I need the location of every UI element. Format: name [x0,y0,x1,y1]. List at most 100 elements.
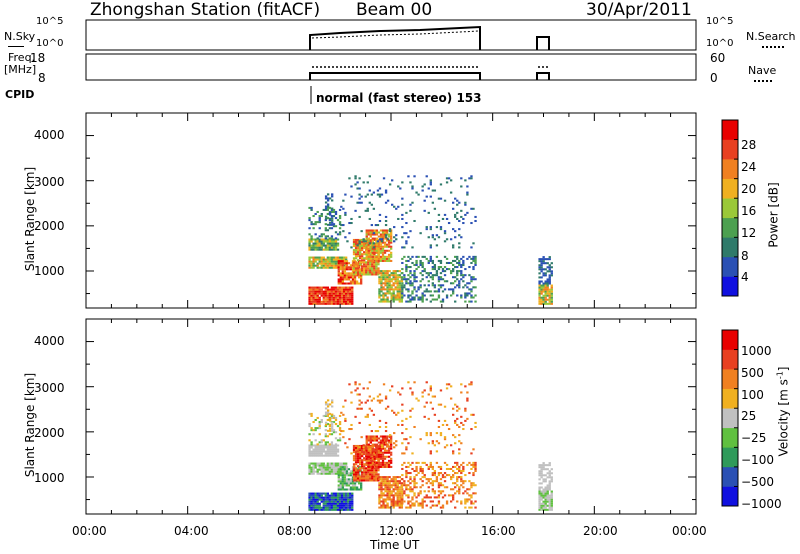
velocity-cell [338,423,342,426]
power-cell [439,228,443,231]
power-cell [377,263,380,266]
power-cell [347,300,350,303]
velocity-cell [336,498,340,501]
power-cell [314,246,317,249]
power-cell [437,290,441,293]
power-cell [349,300,352,303]
velocity-cell [356,461,360,464]
power-cell [345,302,348,305]
power-cell [354,267,358,270]
power-cell [332,288,336,291]
velocity-cell [362,444,365,447]
velocity-cell [332,498,336,501]
power-cell [452,292,455,295]
power-cell [342,264,346,267]
velocity-cell [431,395,434,398]
velocity-cell [352,451,356,454]
power-cell [320,242,323,245]
power-cell [349,276,353,279]
power-cell [324,296,327,299]
power-cell [433,263,437,267]
velocity-cell [550,472,553,475]
velocity-cell [347,504,350,507]
power-cell [312,246,315,249]
power-cell [308,264,311,267]
velocity-cell [330,470,334,473]
velocity-cell [548,480,551,483]
velocity-cell [542,500,545,503]
power-cell [392,270,395,273]
power-cell [381,231,385,234]
power-cell [316,288,319,291]
velocity-cell [548,482,551,485]
velocity-cell [394,480,397,483]
power-cell [339,260,342,263]
power-cell [334,300,338,303]
power-cell [396,286,399,289]
velocity-cell [367,445,370,448]
velocity-cell [336,504,340,507]
velocity-cell [365,461,368,464]
velocity-cell [379,465,383,468]
velocity-cell [394,476,397,479]
velocity-cell [441,484,445,487]
colorbar-swatch [722,139,738,160]
velocity-cell [336,444,340,447]
power-cell [322,298,325,301]
velocity-cell [375,437,379,440]
power-cell [363,267,366,270]
power-cell [345,288,348,291]
power-cell [364,195,367,198]
nsky-label: N.Sky [4,30,36,43]
velocity-cell [332,500,336,503]
velocity-cell [474,421,477,424]
velocity-cell [338,500,342,503]
power-cell [354,177,357,180]
velocity-cell [462,486,465,489]
velocity-cell [316,492,319,495]
velocity-cell [413,482,416,485]
velocity-cell [334,506,338,509]
velocity-cell [331,429,334,432]
power-cell [405,240,408,243]
power-cell [441,270,445,273]
velocity-cell [354,389,357,392]
velocity-cell [392,494,395,497]
power-cell [345,300,348,303]
power-cell [356,253,360,256]
velocity-cell [454,442,457,445]
velocity-cell [474,465,477,468]
power-cell [330,244,334,247]
power-cell [387,253,391,256]
velocity-cell [538,466,541,469]
velocity-cell [331,421,334,424]
power-cell [464,296,467,299]
power-cell [381,245,385,248]
power-cell [363,259,366,262]
power-cell [336,302,340,305]
power-cell [314,256,317,259]
power-cell [429,300,432,303]
power-cell [443,232,447,235]
power-cell [322,266,325,269]
velocity-cell [342,506,346,509]
power-cell [308,298,311,301]
velocity-cell [405,486,408,489]
velocity-cell [472,448,475,451]
power-cell [346,240,349,243]
velocity-cell [454,486,457,489]
power-cell [452,244,455,247]
velocity-cell [338,496,342,499]
power-cell [544,294,547,297]
velocity-cell [365,437,368,440]
velocity-cell [458,490,461,493]
power-cell [358,253,362,256]
power-cell [308,219,311,222]
power-cell [542,282,545,285]
velocity-cell [542,506,545,509]
velocity-cell [339,468,342,471]
velocity-cell [470,494,473,497]
velocity-cell [415,486,418,489]
velocity-cell [324,421,328,424]
power-cell [352,259,356,262]
